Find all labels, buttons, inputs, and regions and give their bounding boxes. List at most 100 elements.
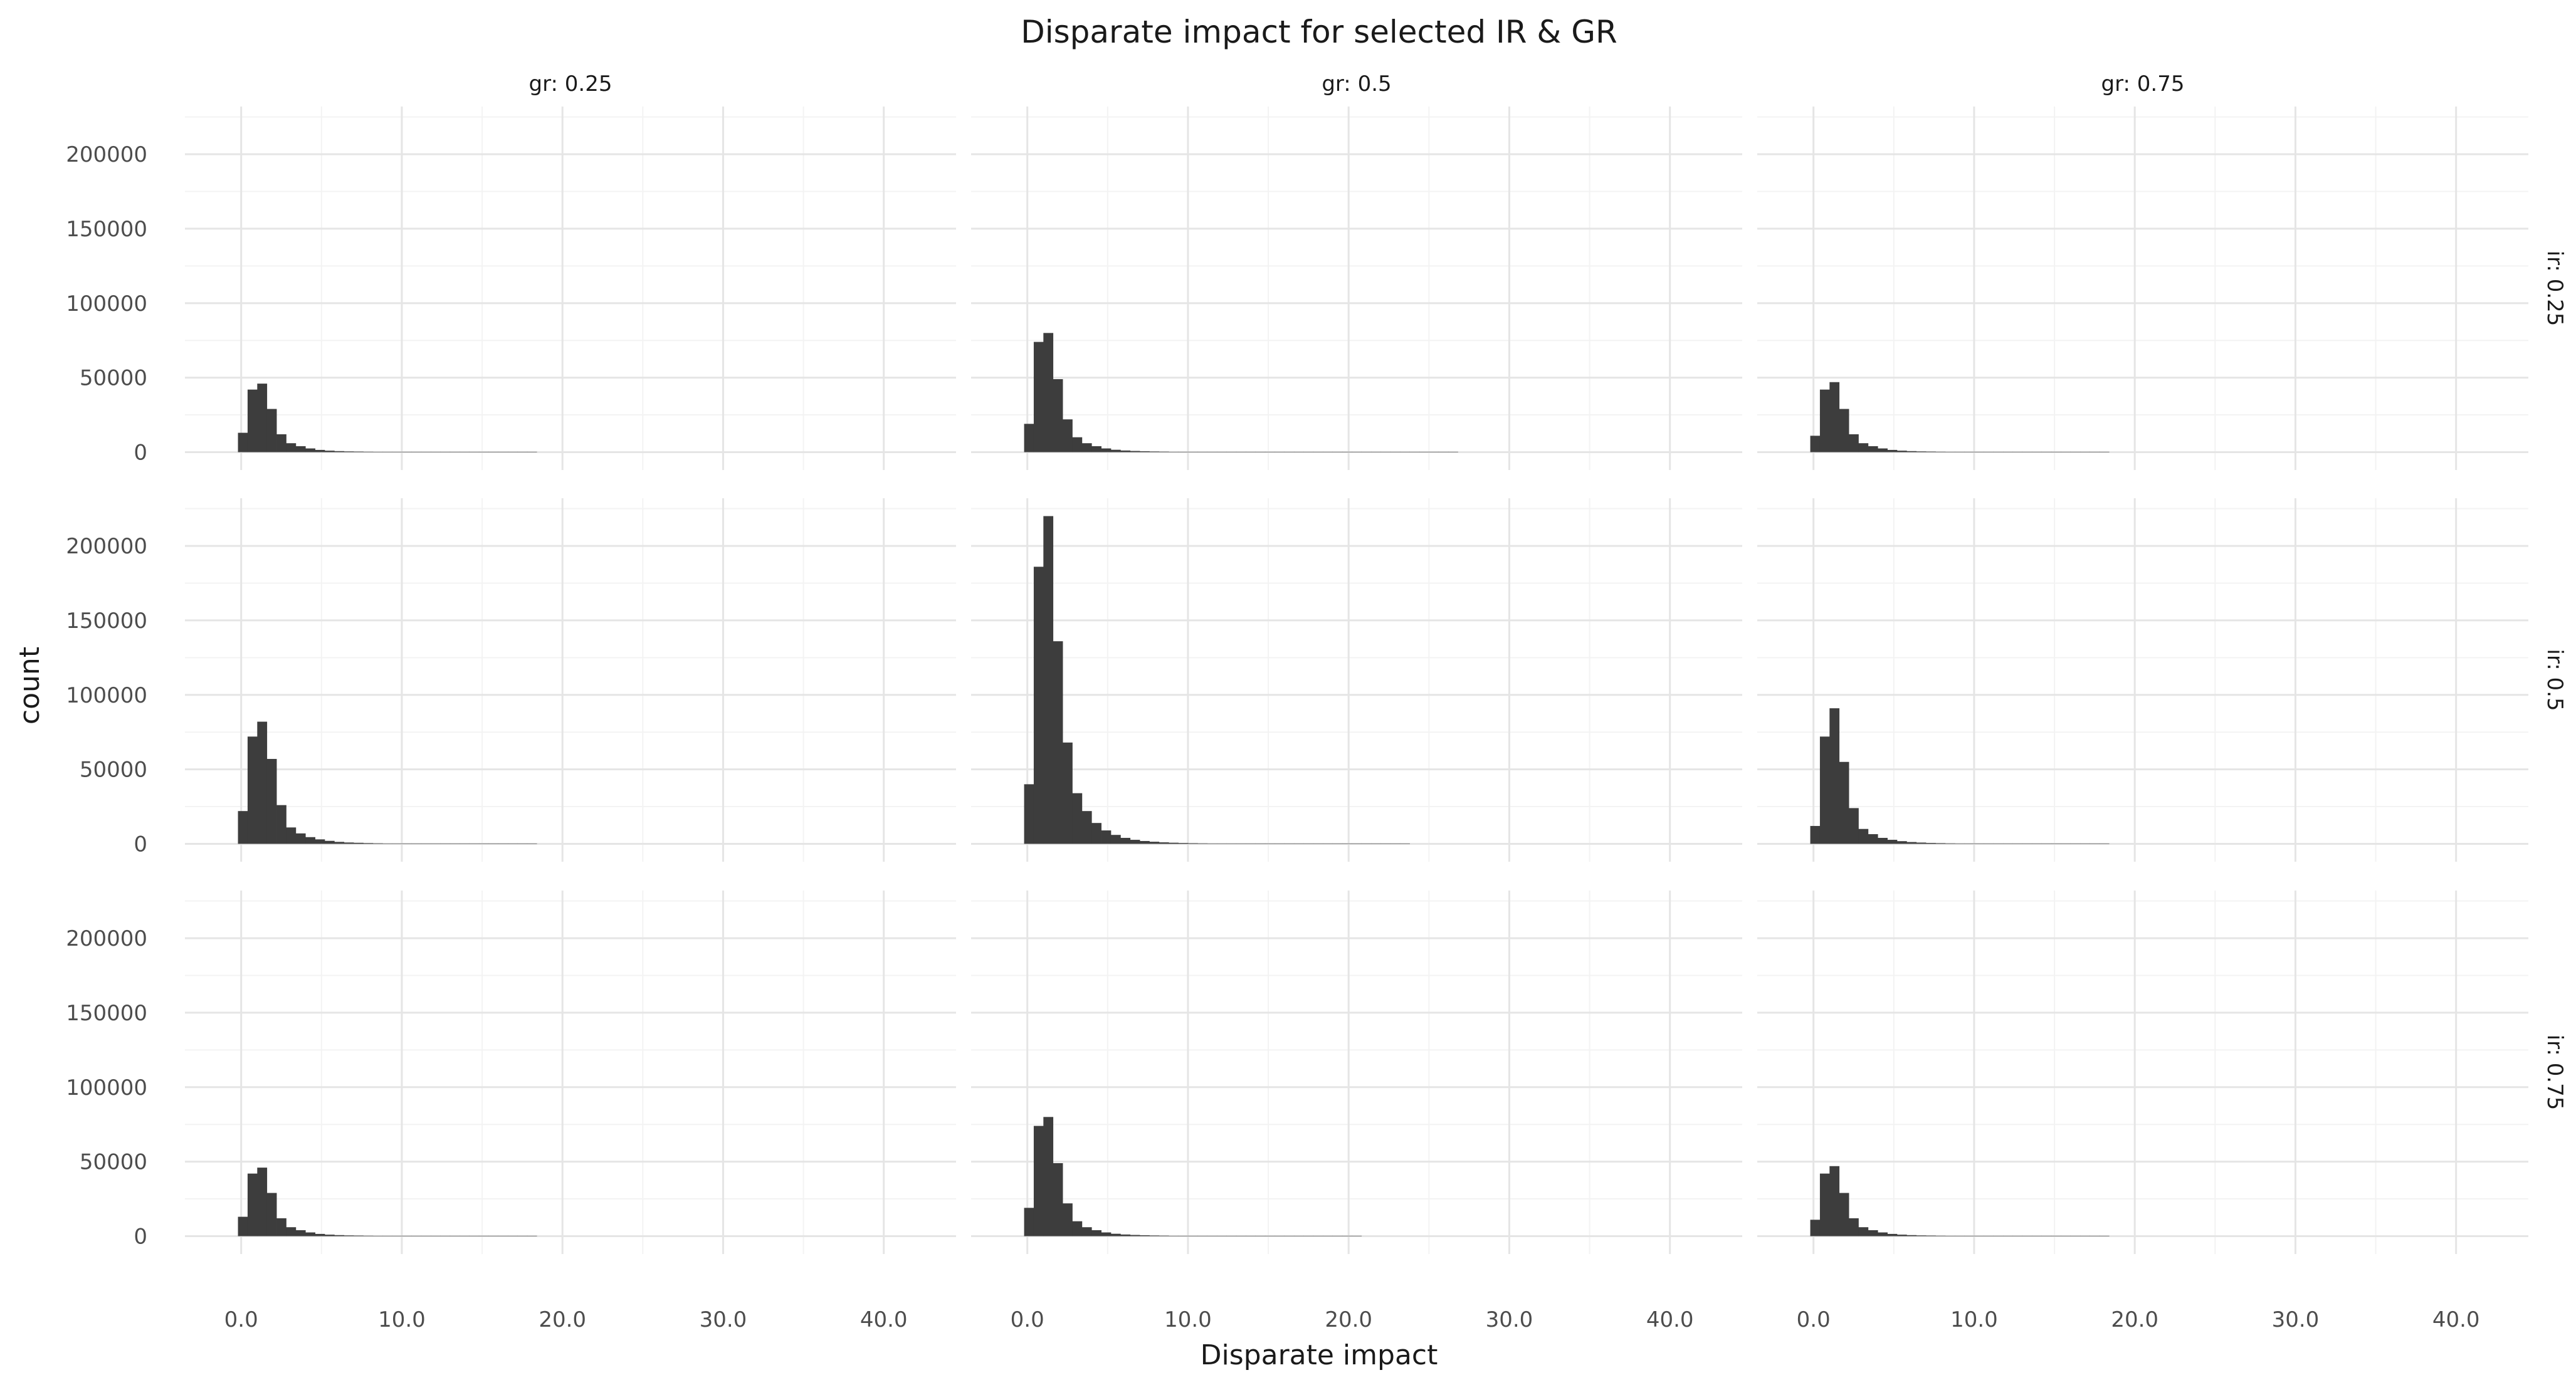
histogram-bar <box>1187 843 1198 844</box>
histogram-bar <box>1140 840 1150 844</box>
histogram-bar <box>286 827 297 844</box>
histogram-bar <box>1149 1235 1160 1236</box>
facet-panel <box>185 498 956 862</box>
histogram-bar <box>315 1233 325 1236</box>
histogram-bar <box>354 842 364 844</box>
histogram-bar <box>1120 450 1131 452</box>
histogram-bar <box>1849 1218 1859 1236</box>
histogram-bar <box>1849 808 1859 844</box>
histogram-bar <box>1887 449 1898 452</box>
y-tick-label: 0 <box>134 1224 147 1249</box>
histogram-bar <box>1839 409 1849 452</box>
histogram-bar <box>1839 1193 1849 1236</box>
histogram-bar <box>286 1227 297 1236</box>
histogram-bar <box>1140 1235 1150 1236</box>
histogram-bar <box>1149 451 1160 452</box>
x-tick-label: 30.0 <box>700 1307 747 1332</box>
histogram-bar <box>257 721 268 844</box>
histogram-bar <box>266 409 277 452</box>
histogram-bar <box>266 758 277 844</box>
histogram-bar <box>344 1235 354 1236</box>
histogram-bar <box>1878 1232 1888 1236</box>
histogram-bar <box>1091 1230 1101 1236</box>
histogram-bar <box>305 448 315 452</box>
column-strip-label: gr: 0.75 <box>2101 71 2185 97</box>
y-tick-label: 50000 <box>80 758 147 783</box>
y-tick-label: 100000 <box>66 1075 147 1100</box>
histogram-bar <box>1053 1163 1063 1236</box>
histogram-bar <box>1033 1126 1044 1236</box>
histogram-bar <box>1858 443 1869 452</box>
histogram-bar <box>1829 1166 1840 1236</box>
histogram-bar <box>1140 451 1150 452</box>
histogram-bar <box>1033 342 1044 452</box>
y-tick-label: 50000 <box>80 366 147 391</box>
histogram-bar <box>1935 843 1946 844</box>
histogram-bar <box>334 451 345 452</box>
histogram-bar <box>1849 434 1859 452</box>
histogram-bar <box>1819 389 1830 452</box>
histogram-bar <box>344 842 354 844</box>
histogram-bar <box>295 833 306 844</box>
facet-panel <box>1757 107 2528 470</box>
histogram-bar <box>1896 451 1907 452</box>
histogram-bar <box>324 1235 335 1236</box>
y-tick-label: 150000 <box>66 609 147 634</box>
histogram-bar <box>1101 1232 1112 1236</box>
histogram-bar <box>1916 1235 1927 1236</box>
histogram-bar <box>1043 1117 1054 1236</box>
histogram-bar <box>1887 1233 1898 1236</box>
y-tick-label: 0 <box>134 440 147 465</box>
x-tick-label: 0.0 <box>1797 1307 1831 1332</box>
histogram-bar <box>1072 437 1083 452</box>
histogram-bar <box>295 446 306 452</box>
x-tick-label: 20.0 <box>539 1307 586 1332</box>
histogram-bar <box>1810 1220 1821 1236</box>
histogram-bar <box>1916 842 1927 844</box>
histogram-bar <box>1081 443 1092 452</box>
histogram-bar <box>1906 842 1917 844</box>
x-tick-label: 10.0 <box>1950 1307 1998 1332</box>
histogram-bar <box>1130 840 1140 844</box>
facet-panel <box>971 498 1742 862</box>
histogram-bar <box>1063 1203 1073 1236</box>
histogram-bar <box>1063 742 1073 844</box>
histogram-bar <box>1810 825 1821 844</box>
histogram-bar <box>1110 1233 1121 1236</box>
x-tick-label: 20.0 <box>1325 1307 1372 1332</box>
histogram-bar <box>1878 837 1888 844</box>
x-tick-label: 0.0 <box>1011 1307 1044 1332</box>
y-tick-label: 200000 <box>66 142 147 167</box>
y-tick-label: 200000 <box>66 534 147 559</box>
y-tick-label: 100000 <box>66 291 147 316</box>
histogram-bar <box>1896 1235 1907 1236</box>
histogram-bar <box>295 1230 306 1236</box>
y-tick-label: 100000 <box>66 683 147 708</box>
row-strip-label: ir: 0.5 <box>2542 649 2567 711</box>
y-axis-title: count <box>14 647 46 724</box>
histogram-bar <box>1149 842 1160 844</box>
y-tick-label: 200000 <box>66 926 147 951</box>
histogram-bar <box>266 1193 277 1236</box>
histogram-bar <box>1024 784 1034 844</box>
histogram-bar <box>1081 811 1092 844</box>
histogram-bar <box>247 736 258 844</box>
histogram-bar <box>238 432 248 452</box>
histogram-bar <box>1053 379 1063 452</box>
histogram-bar <box>1159 842 1169 844</box>
histogram-bar <box>334 842 345 844</box>
histogram-bar <box>344 451 354 452</box>
histogram-bar <box>1887 840 1898 844</box>
row-strip-label: ir: 0.25 <box>2542 251 2567 327</box>
histogram-bar <box>1101 830 1112 844</box>
histogram-bar <box>1810 436 1821 452</box>
histogram-bar <box>1110 449 1121 452</box>
histogram-bar <box>1024 424 1034 452</box>
histogram-bar <box>1120 837 1131 844</box>
histogram-bar <box>1178 843 1189 844</box>
histogram-bar <box>1858 828 1869 844</box>
y-tick-label: 150000 <box>66 1001 147 1026</box>
facet-panel <box>185 891 956 1254</box>
histogram-bar <box>257 384 268 452</box>
